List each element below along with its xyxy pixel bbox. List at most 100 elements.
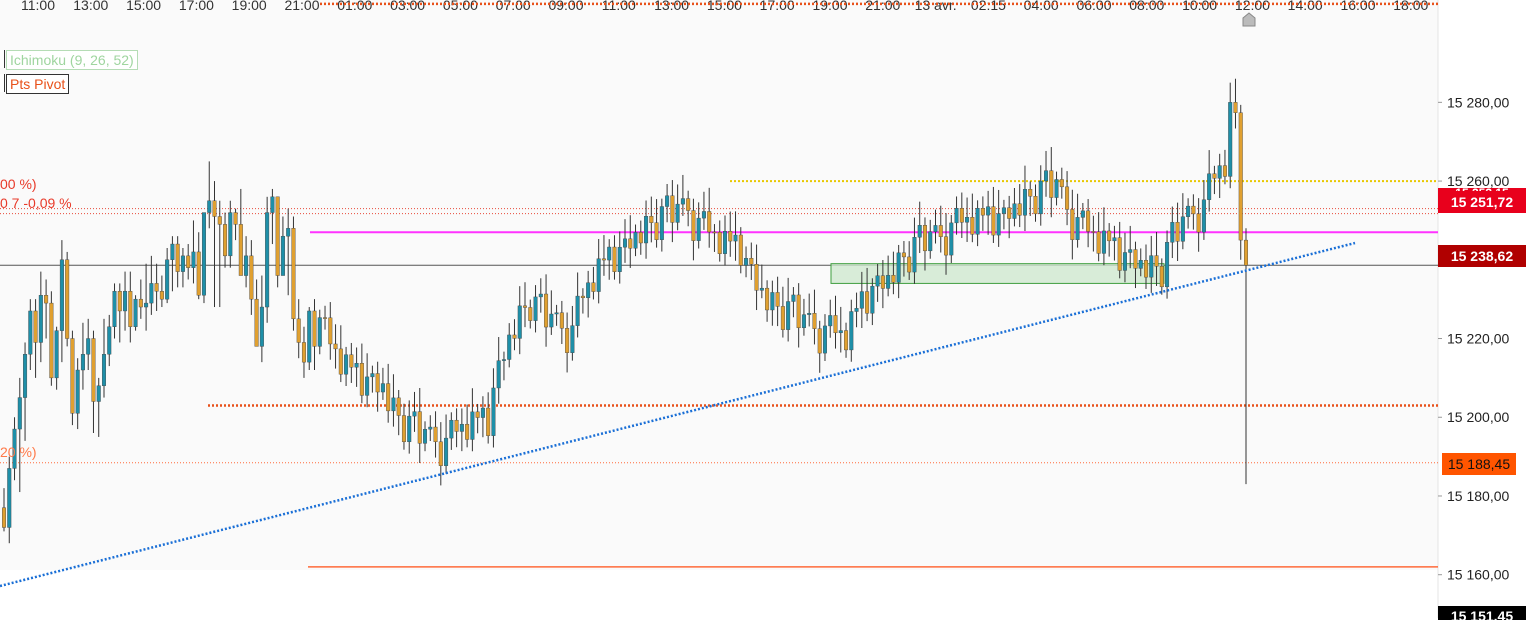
candle-body: [7, 468, 12, 528]
price-axis: 15 160,00 15 180,00 15 200,00 15 220,00 15 2…: [1438, 94, 1509, 583]
price-tick-label: 15 280,00: [1447, 94, 1509, 110]
candle-body: [49, 302, 54, 379]
time-tick-label: 10:00: [1182, 0, 1217, 13]
candle-body: [28, 310, 33, 355]
candle-body: [775, 292, 780, 307]
candle-body: [65, 259, 70, 339]
candle-body: [459, 423, 464, 432]
time-tick-label: 03:00: [390, 0, 425, 13]
candle-body: [1233, 102, 1238, 113]
candle-body: [580, 295, 585, 299]
candle-body: [670, 195, 675, 223]
candle-body: [444, 437, 449, 466]
candle-body: [875, 275, 880, 287]
candle-body: [1096, 231, 1101, 254]
candle-body: [712, 231, 717, 234]
markers: [1242, 12, 1256, 27]
candle-body: [796, 294, 801, 329]
candle-body: [623, 238, 628, 248]
candle-body: [359, 363, 364, 396]
candle-body: [928, 231, 933, 252]
candle-body: [538, 293, 543, 298]
candle-body: [123, 291, 128, 312]
fib-label-top: 00 %): [0, 176, 37, 192]
candle-body: [1180, 216, 1185, 242]
candle-body: [207, 200, 212, 213]
ichimoku-indicator-label[interactable]: Ichimoku (9, 26, 52): [6, 50, 138, 70]
price-tag-bottom: 15 151,45: [1438, 606, 1526, 620]
candle-body: [1212, 173, 1217, 179]
time-tick-label: 12:00: [1235, 0, 1270, 13]
candle-body: [822, 325, 827, 354]
candle-body: [565, 328, 570, 353]
time-tick-label: 21:00: [284, 0, 319, 13]
candle-body: [828, 315, 833, 327]
trendline[interactable]: [0, 241, 1356, 588]
time-tick-label: 19:00: [812, 0, 847, 13]
candle-body: [691, 210, 696, 241]
candle-body: [817, 328, 822, 354]
time-tick-label: 08:00: [1129, 0, 1164, 13]
candle-body: [1222, 165, 1227, 177]
candle-body: [791, 294, 796, 302]
candle-body: [870, 285, 875, 314]
candle-body: [1196, 213, 1201, 233]
candle-body: [596, 258, 601, 292]
candle-body: [328, 317, 333, 345]
candle-body: [517, 305, 522, 339]
candle-body: [1065, 186, 1070, 210]
candle-body: [975, 208, 980, 235]
time-tick-label: 19:00: [232, 0, 267, 13]
candle-body: [601, 258, 606, 261]
time-tick-label: 06:00: [1076, 0, 1111, 13]
candle-body: [196, 251, 201, 296]
time-tick-label: 02:15: [971, 0, 1006, 13]
candle-body: [12, 428, 17, 469]
candle-body: [722, 231, 727, 254]
candle-body: [880, 275, 885, 289]
ichimoku-color-marker: [0, 50, 5, 68]
candle-body: [549, 313, 554, 328]
candle-body: [1112, 237, 1117, 242]
candle-body: [17, 397, 22, 430]
candle-body: [223, 224, 228, 257]
candle-body: [1144, 260, 1149, 278]
candle-body: [1117, 237, 1122, 271]
candle-body: [259, 306, 264, 347]
time-tick-label: 01:00: [337, 0, 372, 13]
time-tick-label: 15:00: [707, 0, 742, 13]
candle-body: [1086, 210, 1091, 232]
pivot-indicator-label[interactable]: Pts Pivot: [6, 74, 70, 94]
candle-body: [465, 423, 470, 440]
candle-body: [559, 312, 564, 329]
candle-body: [1217, 165, 1222, 179]
candle-body: [1012, 203, 1017, 219]
candle-body: [80, 354, 85, 371]
candle-body: [1033, 196, 1038, 215]
candle-body: [270, 196, 275, 213]
candle-body: [570, 325, 575, 353]
candle-body: [428, 426, 433, 430]
candle-body: [812, 313, 817, 329]
candle-body: [312, 310, 317, 347]
price-tag-orange: 15 188,45: [1442, 453, 1516, 475]
candle-body: [338, 348, 343, 375]
candle-body: [1038, 180, 1043, 215]
price-tick-label: 15 180,00: [1447, 488, 1509, 504]
candle-body: [433, 426, 438, 443]
candle-body: [701, 211, 706, 219]
candle-body: [1207, 173, 1212, 200]
candle-body: [1122, 252, 1127, 271]
candle-body: [617, 246, 622, 272]
candle-body: [912, 237, 917, 273]
candle-body: [170, 243, 175, 260]
candle-body: [75, 369, 80, 414]
candle-body: [475, 411, 480, 418]
candle-body: [244, 255, 249, 276]
candle-body: [2, 507, 6, 528]
candle-body: [638, 232, 643, 244]
time-tick-label: 05:00: [443, 0, 478, 13]
time-tick-label: 18:00: [1393, 0, 1428, 13]
